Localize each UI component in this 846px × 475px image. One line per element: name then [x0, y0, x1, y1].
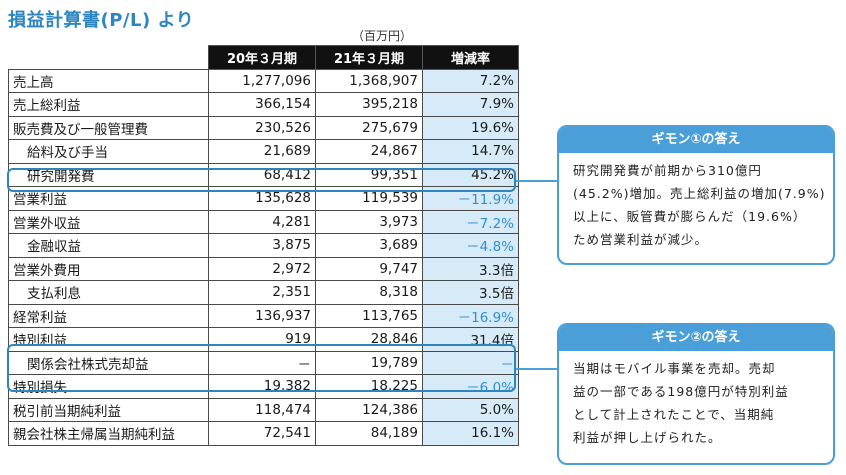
row-label: 研究開発費 [8, 162, 209, 187]
row-value-fy21: 24,867 [315, 139, 423, 164]
page-title: 損益計算書(P/L) より [8, 10, 195, 31]
row-value-fy21: 1,368,907 [315, 68, 423, 93]
table-row: 営業外費用 2,972 9,747 3.3倍 [8, 256, 519, 281]
table-row: 特別利益 919 28,846 31.4倍 [8, 327, 519, 352]
row-value-fy21: 84,189 [315, 421, 423, 446]
row-value-fy20: 2,972 [208, 256, 316, 281]
row-value-fy20: 72,541 [208, 421, 316, 446]
row-value-fy20: 2,351 [208, 280, 316, 305]
row-label: 税引前当期純利益 [8, 397, 209, 422]
row-value-fy20: 136,937 [208, 303, 316, 328]
row-value-fy21: 28,846 [315, 327, 423, 352]
row-label: 経常利益 [8, 303, 209, 328]
callout-1-title: ギモン①の答え [559, 127, 833, 153]
row-change-rate: 14.7% [422, 139, 519, 164]
header-blank [8, 45, 209, 69]
table-row: 特別損失 19,382 18,225 －6.0% [8, 374, 519, 399]
row-label: 給料及び手当 [8, 139, 209, 164]
callout-2-body: 当期はモバイル事業を売却。売却 益の一部である198億円が特別利益 として計上さ… [559, 351, 833, 449]
table-row: 売上総利益 366,154 395,218 7.9% [8, 92, 519, 117]
highlight-special-gain-rows [7, 344, 516, 392]
row-label: 支払利息 [8, 280, 209, 305]
row-label: 特別損失 [8, 374, 209, 399]
row-change-rate: －7.2% [422, 209, 519, 234]
callout-1-line: ため営業利益が減少。 [573, 232, 709, 247]
table-row: 親会社株主帰属当期純利益 72,541 84,189 16.1% [8, 421, 519, 446]
row-value-fy20: 4,281 [208, 209, 316, 234]
row-label: 金融収益 [8, 233, 209, 258]
header-fy20: 20年３月期 [208, 45, 316, 70]
row-value-fy21: 19,789 [315, 350, 423, 375]
table-row: 税引前当期純利益 118,474 124,386 5.0% [8, 397, 519, 422]
row-value-fy20: 68,412 [208, 162, 316, 187]
table-row: 支払利息 2,351 8,318 3.5倍 [8, 280, 519, 305]
row-change-rate: － [422, 350, 519, 375]
row-change-rate: 3.5倍 [422, 280, 519, 305]
table-row: 関係会社株式売却益－ 19,789 － [8, 350, 519, 375]
row-change-rate: －6.0% [422, 374, 519, 399]
callout-2-title: ギモン②の答え [559, 325, 833, 351]
row-label: 売上高 [8, 68, 209, 93]
row-label: 営業外費用 [8, 256, 209, 281]
row-value-fy21: 3,689 [315, 233, 423, 258]
row-value-fy21: 8,318 [315, 280, 423, 305]
row-change-rate: 16.1% [422, 421, 519, 446]
row-value-fy20: 366,154 [208, 92, 316, 117]
callout-1-line: 以上に、販管費が膨らんだ（19.6%） [573, 209, 807, 224]
header-fy21: 21年３月期 [315, 45, 423, 70]
callout-1-body: 研究開発費が前期から310億円 (45.2%)増加。売上総利益の増加(7.9%)… [559, 153, 833, 251]
table-row: 金融収益 3,875 3,689 －4.8% [8, 233, 519, 258]
highlight-rd-row [7, 168, 516, 192]
callout-question-2: ギモン②の答え 当期はモバイル事業を売却。売却 益の一部である198億円が特別利… [557, 323, 835, 465]
unit-label: （百万円） [352, 29, 413, 43]
row-value-fy21: 3,973 [315, 209, 423, 234]
row-change-rate: 5.0% [422, 397, 519, 422]
row-value-fy20: 919 [208, 327, 316, 352]
table-row: 販売費及び一般管理費 230,526 275,679 19.6% [8, 115, 519, 140]
callout-2-line: 益の一部である198億円が特別利益 [573, 384, 789, 399]
row-label: 販売費及び一般管理費 [8, 115, 209, 140]
callout-question-1: ギモン①の答え 研究開発費が前期から310億円 (45.2%)増加。売上総利益の… [557, 125, 835, 265]
row-change-rate: －4.8% [422, 233, 519, 258]
row-value-fy20: － [208, 350, 316, 375]
row-label: 営業外収益 [8, 209, 209, 234]
income-statement-table: 20年３月期 21年３月期 増減率 売上高 1,277,096 1,368,907 7… [8, 45, 519, 446]
row-change-rate: 19.6% [422, 115, 519, 140]
table-row: 売上高 1,277,096 1,368,907 7.2% [8, 68, 519, 93]
row-value-fy21: 124,386 [315, 397, 423, 422]
row-value-fy20: 3,875 [208, 233, 316, 258]
table-body: 売上高 1,277,096 1,368,907 7.2% 売上総利益 366,154 395… [8, 68, 519, 446]
row-value-fy20: 21,689 [208, 139, 316, 164]
table-row: 給料及び手当 21,689 24,867 14.7% [8, 139, 519, 164]
connector-line-1 [516, 180, 558, 182]
callout-2-line: 当期はモバイル事業を売却。売却 [573, 361, 776, 376]
connector-line-2 [516, 368, 558, 370]
table-header-row: 20年３月期 21年３月期 増減率 [8, 45, 519, 70]
row-label: 特別利益 [8, 327, 209, 352]
row-change-rate: 3.3倍 [422, 256, 519, 281]
table-row: 営業外収益 4,281 3,973 －7.2% [8, 209, 519, 234]
row-label: 関係会社株式売却益 [8, 350, 209, 375]
header-change-rate: 増減率 [422, 45, 519, 70]
row-change-rate: 7.2% [422, 68, 519, 93]
callout-2-line: として計上されたことで、当期純 [573, 407, 775, 422]
row-value-fy21: 275,679 [315, 115, 423, 140]
row-label: 親会社株主帰属当期純利益 [8, 421, 209, 446]
row-value-fy20: 118,474 [208, 397, 316, 422]
callout-1-line: 研究開発費が前期から310億円 [573, 163, 762, 178]
row-change-rate: －16.9% [422, 303, 519, 328]
row-value-fy21: 9,747 [315, 256, 423, 281]
row-value-fy20: 1,277,096 [208, 68, 316, 93]
row-value-fy21: 395,218 [315, 92, 423, 117]
table-row: 経常利益 136,937 113,765 －16.9% [8, 303, 519, 328]
callout-2-line: 利益が押し上げられた。 [573, 430, 722, 445]
callout-1-line: (45.2%)増加。売上総利益の増加(7.9%) [573, 186, 826, 201]
row-value-fy21: 113,765 [315, 303, 423, 328]
row-label: 売上総利益 [8, 92, 209, 117]
row-value-fy20: 230,526 [208, 115, 316, 140]
row-change-rate: 7.9% [422, 92, 519, 117]
